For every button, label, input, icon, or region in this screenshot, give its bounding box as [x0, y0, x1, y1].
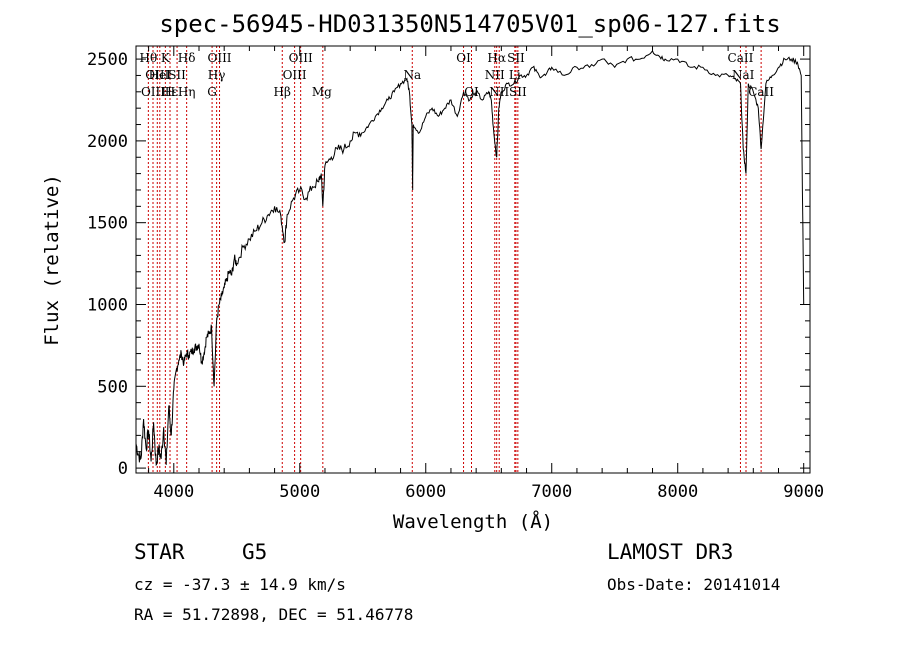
- chart-title: spec-56945-HD031350N514705V01_sp06-127.f…: [159, 10, 780, 38]
- y-tick-label-500: 500: [97, 377, 128, 397]
- line-label-27: NaI: [732, 68, 755, 82]
- line-label-15: OIII: [289, 51, 313, 65]
- line-label-19: OI: [464, 85, 479, 99]
- line-label-23: Li: [509, 68, 521, 82]
- line-label-12: OIII: [207, 51, 231, 65]
- line-label-13: Hβ: [274, 85, 291, 99]
- line-label-20: NII: [485, 68, 505, 82]
- line-label-28: CaII: [748, 85, 774, 99]
- y-axis-title: Flux (relative): [41, 174, 63, 346]
- x-tick-label-4000: 4000: [153, 482, 194, 502]
- line-label-6: H: [165, 85, 175, 99]
- y-tick-label-1000: 1000: [87, 295, 128, 315]
- series-line-0: [135, 49, 805, 467]
- line-label-5: Hε: [161, 85, 178, 99]
- observation-date: Obs-Date: 20141014: [607, 575, 780, 594]
- plot-frame: [135, 45, 811, 474]
- line-label-3: HeI: [149, 68, 172, 82]
- line-label-18: OI: [456, 51, 471, 65]
- line-label-8: Hδ: [178, 51, 196, 65]
- x-tick-label-8000: 8000: [657, 482, 698, 502]
- y-tick-label-2500: 2500: [87, 50, 128, 70]
- x-tick-label-7000: 7000: [531, 482, 572, 502]
- y-tick-label-1500: 1500: [87, 214, 128, 234]
- line-label-17: Na: [403, 68, 421, 82]
- line-label-26: CaII: [728, 51, 754, 65]
- survey-name: LAMOST DR3: [607, 540, 733, 564]
- x-tick-label-5000: 5000: [279, 482, 320, 502]
- line-label-1: OIII: [141, 85, 165, 99]
- line-label-22: NII: [489, 85, 509, 99]
- series-layer: [135, 49, 805, 467]
- line-label-10: Hγ: [208, 68, 226, 82]
- line-label-11: G: [207, 85, 217, 99]
- coordinates-readout: RA = 51.72898, DEC = 51.46778: [134, 605, 413, 624]
- y-tick-label-2000: 2000: [87, 132, 128, 152]
- line-label-0: Hθ: [139, 51, 157, 65]
- line-label-4: K: [161, 51, 171, 65]
- line-label-21: Hα: [487, 51, 506, 65]
- object-type: STAR: [134, 540, 185, 564]
- marker-lines: [147, 46, 762, 473]
- x-axis: 4000 5000 6000 7000 8000 9000: [148, 46, 824, 502]
- x-tick-label-6000: 6000: [405, 482, 446, 502]
- line-label-9: Hη: [178, 85, 196, 99]
- x-axis-title: Wavelength (Å): [393, 510, 553, 533]
- redshift-readout: cz = -37.3 ± 14.9 km/s: [134, 575, 346, 594]
- line-label-25: SII: [509, 85, 527, 99]
- line-label-7: SII: [168, 68, 186, 82]
- object-subclass: G5: [242, 540, 267, 564]
- x-tick-label-9000: 9000: [783, 482, 824, 502]
- spectral-line-labels: HθOIIIOIIIHeIKHεHSIIHδHηHγGOIIIHβOIIIOII…: [139, 51, 774, 99]
- line-label-2: OIII: [145, 68, 169, 82]
- line-label-16: Mg: [312, 85, 332, 99]
- line-label-14: OIII: [283, 68, 307, 82]
- y-axis: 0 500 1000 1500 2000 2500: [87, 50, 810, 479]
- y-tick-label-0: 0: [118, 459, 128, 479]
- line-label-24: SII: [507, 51, 525, 65]
